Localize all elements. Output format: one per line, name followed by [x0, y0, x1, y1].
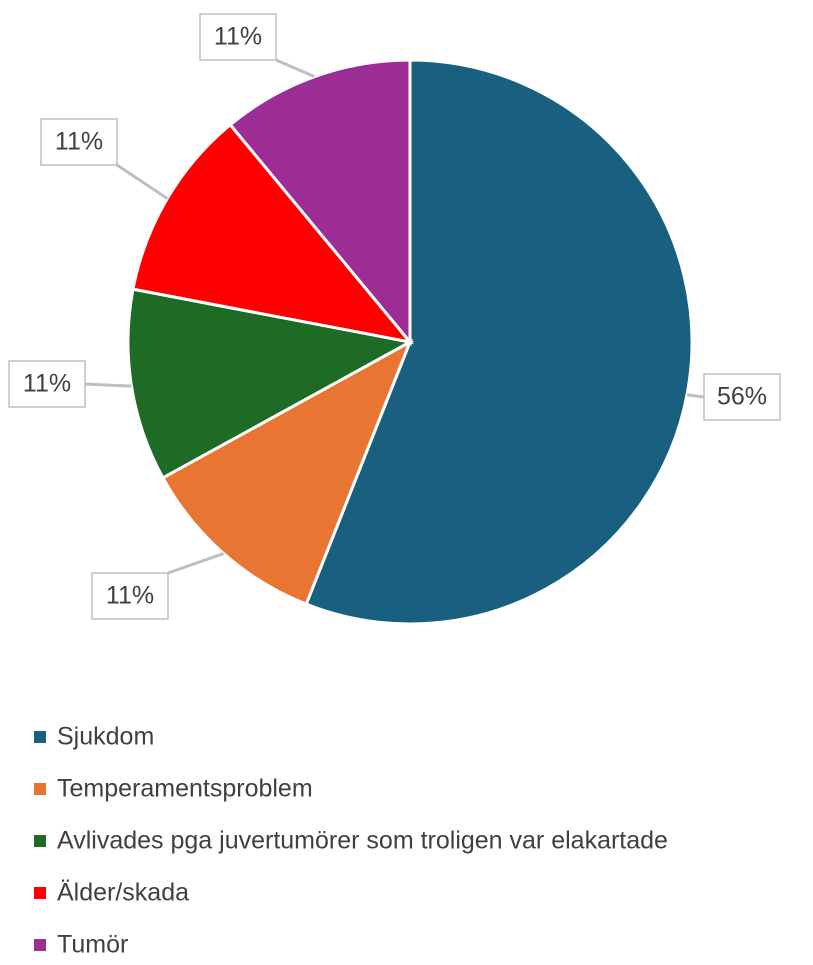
leader-line	[84, 382, 132, 388]
data-label: 11%	[55, 128, 103, 156]
data-label: 56%	[717, 383, 767, 411]
legend-label: Temperamentsproblem	[57, 775, 313, 803]
label-box	[8, 360, 86, 408]
pie-slice	[126, 287, 415, 480]
label-box	[40, 118, 118, 166]
legend-label: Avlivades pga juvertumörer som troligen …	[57, 827, 668, 855]
label-box	[91, 572, 169, 620]
legend-swatch	[34, 731, 46, 743]
leader-line	[116, 163, 169, 200]
legend-swatch	[34, 835, 46, 847]
leader-line	[167, 552, 225, 575]
legend-swatch	[34, 783, 46, 795]
pie-slice	[304, 58, 694, 626]
legend-label: Sjukdom	[57, 723, 154, 751]
legend-swatch	[34, 939, 46, 951]
leader-line	[686, 393, 705, 399]
legend-label: Tumör	[57, 931, 128, 959]
legend-label: Älder/skada	[57, 879, 189, 907]
data-label: 11%	[23, 370, 71, 398]
label-box	[703, 373, 781, 421]
legend-swatch	[34, 887, 46, 899]
label-box	[199, 13, 277, 61]
pie-slice	[160, 338, 413, 607]
data-label: 11%	[214, 23, 262, 51]
data-label: 11%	[106, 582, 154, 610]
leader-line	[275, 58, 316, 79]
